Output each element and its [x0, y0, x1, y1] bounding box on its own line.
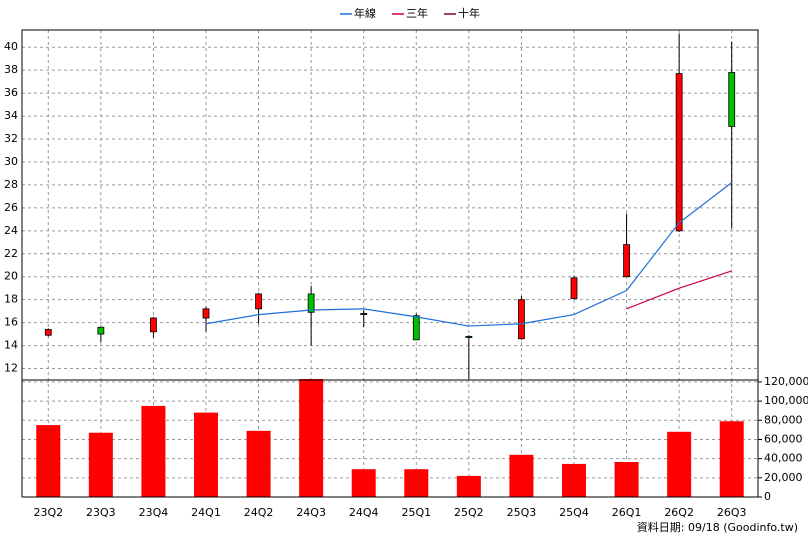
y-tick-label: 26 — [4, 201, 18, 214]
candle-body — [412, 315, 420, 341]
x-tick-label: 23Q4 — [139, 506, 169, 519]
bar — [351, 469, 376, 497]
y-tick-label: 20 — [4, 270, 18, 283]
y-tick-label: 30 — [4, 155, 18, 168]
candle-body — [44, 329, 52, 336]
y-tick-label: 100,000 — [764, 394, 808, 407]
x-tick-label: 26Q3 — [717, 506, 747, 519]
legend-label: 十年 — [458, 6, 480, 20]
bar — [404, 469, 429, 497]
bar — [141, 405, 166, 497]
candle-body — [623, 244, 630, 278]
line-series — [626, 270, 732, 310]
y-tick-label: 24 — [4, 224, 18, 237]
x-tick-label: 23Q3 — [86, 506, 116, 519]
x-tick-label: 23Q2 — [33, 506, 63, 519]
y-tick-label: 36 — [4, 86, 18, 99]
x-tick-label: 26Q2 — [664, 506, 694, 519]
bar — [194, 412, 218, 497]
candle-body — [202, 308, 210, 319]
x-tick-label: 24Q3 — [296, 506, 326, 519]
candle-body — [728, 72, 736, 127]
bar — [562, 463, 586, 497]
x-tick-label: 24Q4 — [349, 506, 379, 519]
bar — [509, 454, 534, 497]
y-tick-label: 32 — [4, 132, 18, 145]
x-tick-label: 25Q1 — [401, 506, 431, 519]
bar — [36, 425, 61, 497]
bar — [719, 421, 744, 497]
y-tick-label: 28 — [4, 178, 18, 191]
bar — [246, 430, 271, 497]
x-tick-label: 26Q1 — [612, 506, 642, 519]
y-tick-label: 60,000 — [764, 432, 803, 445]
legend-label: 年線 — [354, 6, 376, 20]
x-tick-label: 25Q3 — [507, 506, 537, 519]
y-tick-label: 16 — [4, 316, 18, 329]
y-tick-label: 40,000 — [764, 452, 803, 465]
plot-frame — [21, 379, 759, 498]
candle-body — [150, 317, 157, 333]
candle-body — [675, 73, 683, 232]
candle-body — [360, 313, 368, 315]
x-tick-label: 24Q2 — [244, 506, 274, 519]
y-tick-label: 40 — [4, 40, 18, 53]
footnote: 資料日期: 09/18 (Goodinfo.tw) — [637, 520, 798, 534]
y-tick-label: 34 — [4, 109, 18, 122]
y-tick-label: 80,000 — [764, 413, 803, 426]
candle-body — [570, 277, 578, 299]
y-tick-label: 0 — [764, 490, 771, 503]
bar — [456, 475, 481, 497]
candle-body — [97, 326, 105, 335]
y-tick-label: 120,000 — [764, 375, 808, 388]
x-tick-label: 25Q2 — [454, 506, 484, 519]
y-tick-label: 22 — [4, 247, 18, 260]
y-tick-label: 20,000 — [764, 471, 803, 484]
candle-body — [518, 299, 525, 340]
y-tick-label: 12 — [4, 362, 18, 375]
candle-body — [465, 335, 473, 338]
x-tick-label: 24Q1 — [191, 506, 221, 519]
y-tick-label: 18 — [4, 293, 18, 306]
candle-body — [307, 293, 315, 313]
bar — [299, 379, 324, 497]
x-tick-label: 25Q4 — [559, 506, 589, 519]
bar — [88, 432, 113, 497]
y-tick-label: 38 — [4, 63, 18, 76]
line-series — [205, 182, 733, 327]
bar — [614, 461, 639, 497]
bar — [667, 431, 692, 497]
candle-body — [255, 293, 262, 310]
y-tick-label: 14 — [4, 339, 18, 352]
legend-label: 三年 — [406, 6, 428, 20]
